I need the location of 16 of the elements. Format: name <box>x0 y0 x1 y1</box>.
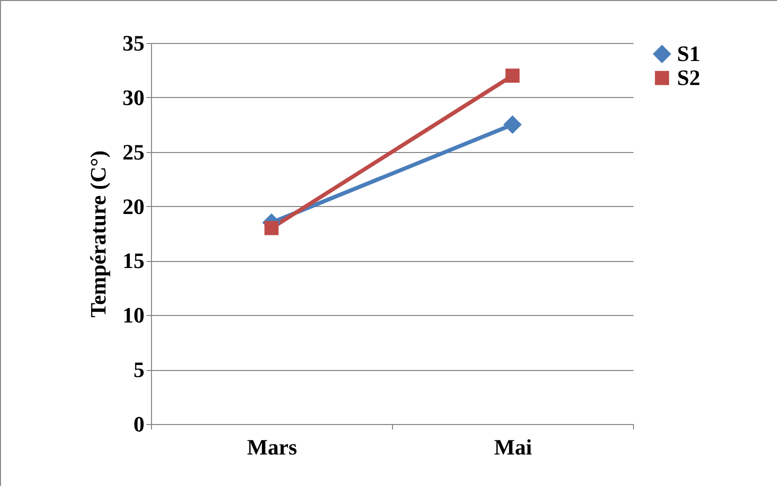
legend-label: S1 <box>677 41 700 66</box>
point <box>505 68 520 83</box>
y-tick-label: 10 <box>122 302 144 328</box>
x-tick-label: Mai <box>494 434 532 460</box>
y-tick-label: 15 <box>122 248 144 274</box>
y-tick-label: 5 <box>134 357 144 382</box>
y-tick-label: 30 <box>122 84 144 110</box>
y-axis-title: Température (C°) <box>86 150 110 318</box>
legend-label: S2 <box>677 65 700 90</box>
point <box>264 220 279 236</box>
point <box>503 115 522 134</box>
x-tick-label: Mars <box>246 434 298 460</box>
y-tick-label: 25 <box>122 139 144 164</box>
y-tick-label: 20 <box>122 194 144 219</box>
y-tick-label: 0 <box>134 412 144 436</box>
y-tick-label: 35 <box>122 30 144 56</box>
